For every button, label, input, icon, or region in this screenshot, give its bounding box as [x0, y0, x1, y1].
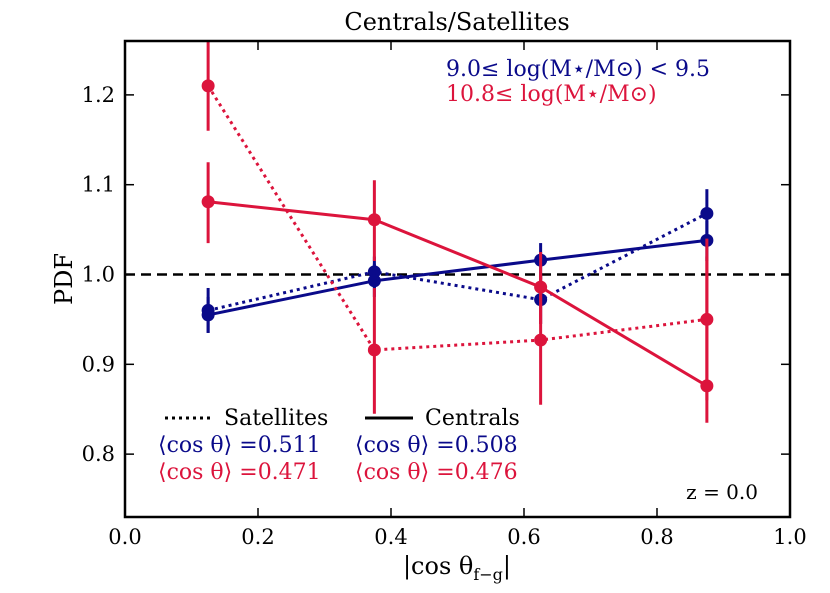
- plot-points: [201, 41, 714, 423]
- series-line: [207, 212, 708, 312]
- series-line: [206, 85, 708, 352]
- plot-frame: [123, 39, 792, 519]
- data-point: [367, 343, 381, 357]
- y-tick-label: 0.8: [82, 442, 115, 466]
- data-point: [534, 333, 548, 347]
- data-point: [201, 195, 215, 209]
- series-line: [207, 238, 708, 317]
- x-tick-label: 0.2: [241, 525, 274, 549]
- x-tick-label: 0.4: [374, 525, 407, 549]
- legend-sat-mean-blue: ⟨cos θ⟩ =0.511: [158, 433, 321, 458]
- data-point: [201, 79, 215, 93]
- legend-cen-mean-red: ⟨cos θ⟩ =0.476: [355, 460, 518, 485]
- y-axis-label: PDF: [50, 253, 78, 305]
- x-tick-label: 0.0: [108, 525, 141, 549]
- legend-centrals-label: Centrals: [425, 406, 520, 431]
- y-tick-label: 1.0: [82, 263, 115, 287]
- series-line: [207, 200, 708, 388]
- x-tick-label: 1.0: [773, 525, 806, 549]
- legend-cen-mean-blue: ⟨cos θ⟩ =0.508: [355, 433, 518, 458]
- data-point: [700, 379, 714, 393]
- x-axis-label-main: |cos θ: [403, 552, 473, 581]
- mass-label-red: 10.8≤ log(M⋆/M⊙): [446, 82, 657, 107]
- legend-sat-mean-red: ⟨cos θ⟩ =0.471: [158, 460, 321, 485]
- y-tick-label: 0.9: [82, 352, 115, 376]
- data-point: [534, 280, 548, 294]
- y-tick-label: 1.2: [82, 83, 115, 107]
- x-axis-label-sub: f−g: [473, 565, 503, 584]
- data-point: [367, 274, 381, 288]
- data-point: [201, 308, 215, 322]
- data-point: [367, 213, 381, 227]
- data-point: [700, 206, 714, 220]
- x-axis-label-close: |: [503, 552, 511, 581]
- redshift-annotation: z = 0.0: [686, 480, 758, 504]
- plot-lines: [125, 85, 790, 388]
- x-tick-label: 0.6: [507, 525, 540, 549]
- x-axis-label: |cos θf−g|: [403, 552, 511, 584]
- y-tick-label: 1.1: [82, 173, 115, 197]
- x-tick-label: 0.8: [640, 525, 673, 549]
- chart-title: Centrals/Satellites: [344, 8, 569, 36]
- axis-ticks: 0.0 0.2 0.4 0.6 0.8 1.0 0.8 0.9 1.0 1.1 1.2: [82, 41, 807, 549]
- legend-satellites-label: Satellites: [224, 406, 328, 431]
- mass-label-blue: 9.0≤ log(M⋆/M⊙) < 9.5: [446, 57, 710, 82]
